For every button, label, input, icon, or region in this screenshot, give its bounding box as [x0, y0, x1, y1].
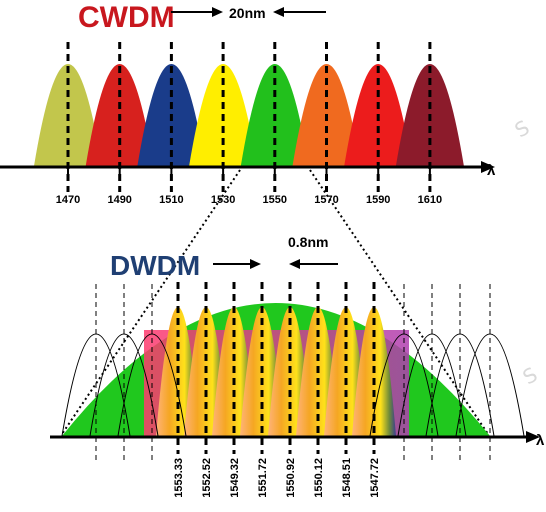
dwdm-wavelength-label: 1550.12: [313, 458, 325, 498]
dwdm-wavelength-label: 1551.72: [257, 458, 269, 498]
cwdm-wavelength-label: 1550: [263, 194, 287, 206]
watermark-bottom: S: [519, 362, 542, 389]
dwdm-spacing-label: 0.8nm: [288, 234, 328, 250]
dwdm-wavelength-label: 1550.92: [285, 458, 297, 498]
dwdm-lambda-label: λ: [536, 432, 545, 449]
cwdm-spacing-arrowhead-left: [212, 7, 223, 17]
dwdm-wavelength-label: 1547.72: [369, 458, 381, 498]
cwdm-axis-arrow: [481, 161, 495, 173]
zoom-line-right: [309, 169, 489, 435]
cwdm-ticks: [67, 167, 431, 176]
watermark-top: S: [511, 115, 534, 142]
cwdm-peaks: [34, 64, 464, 166]
dwdm-wavelength-label: 1553.33: [173, 458, 185, 498]
dwdm-wavelength-labels: 1553.33 1552.52 1549.32 1551.72 1550.92 1550.…: [173, 458, 381, 498]
cwdm-section: λ 1470 1490 1510 1530 1550 1570 1590 1610 CWDM …: [0, 1, 496, 206]
cwdm-wavelength-label: 1610: [418, 194, 442, 206]
dwdm-axis-arrow: [526, 431, 540, 443]
cwdm-spacing-arrowhead-right: [273, 7, 284, 17]
cwdm-wavelength-label: 1470: [56, 194, 80, 206]
dwdm-wavelength-label: 1552.52: [201, 458, 213, 498]
dwdm-spacing-arrowhead-left: [250, 259, 261, 269]
cwdm-spacing-label: 20nm: [229, 5, 266, 21]
cwdm-wavelength-label: 1590: [366, 194, 390, 206]
dwdm-spacing-arrowhead-right: [289, 259, 300, 269]
cwdm-lambda-label: λ: [487, 162, 496, 179]
zoom-line-left: [61, 169, 241, 435]
cwdm-title: CWDM: [78, 1, 175, 34]
dwdm-wavelength-label: 1548.51: [341, 458, 353, 498]
dwdm-title: DWDM: [110, 250, 200, 281]
dwdm-dashed-lines: [176, 282, 376, 454]
cwdm-wavelength-labels: 1470 1490 1510 1530 1550 1570 1590 1610: [56, 194, 442, 206]
cwdm-wavelength-label: 1510: [159, 194, 183, 206]
dwdm-thin-dashed-lines: [95, 284, 491, 460]
dwdm-wavelength-label: 1549.32: [229, 458, 241, 498]
dwdm-section: λ 1553.33 1552.52 1549.32 1551.72 1550.92 155…: [50, 234, 545, 498]
cwdm-wavelength-label: 1490: [107, 194, 131, 206]
